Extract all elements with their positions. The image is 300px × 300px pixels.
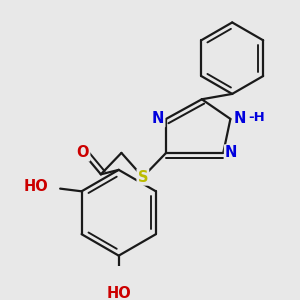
Text: N: N <box>152 111 164 126</box>
Text: N: N <box>234 111 246 126</box>
Text: HO: HO <box>24 179 49 194</box>
Text: N: N <box>225 146 237 160</box>
Text: -H: -H <box>248 111 265 124</box>
Text: S: S <box>138 169 148 184</box>
Text: HO: HO <box>106 286 131 300</box>
Text: O: O <box>77 146 89 160</box>
